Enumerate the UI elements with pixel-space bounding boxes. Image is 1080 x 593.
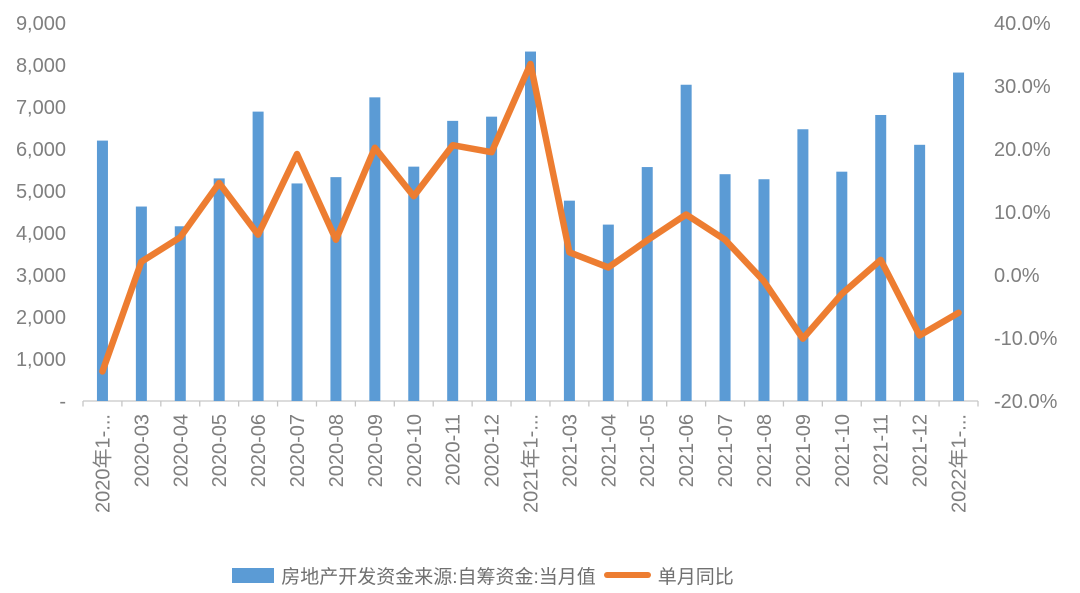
- x-axis-label: 2020-10: [404, 414, 426, 487]
- line-series: [99, 60, 962, 375]
- left-axis-label: 4,000: [16, 223, 66, 245]
- legend: 房地产开发资金来源:自筹资金:当月值 单月同比: [0, 557, 966, 593]
- x-axis-label: 2022年1-...: [948, 414, 971, 513]
- x-axis-label: 2020-03: [131, 414, 153, 487]
- bar-2021-07: [719, 174, 731, 401]
- right-axis-label: 40.0%: [994, 13, 1051, 35]
- x-axis-label: 2020-08: [326, 414, 348, 487]
- legend-bar-label: 房地产开发资金来源:自筹资金:当月值: [281, 566, 596, 588]
- x-axis-label: 2021年1-...: [520, 414, 543, 513]
- bar-2021-09: [797, 129, 809, 401]
- bar-2020-07: [291, 183, 303, 401]
- bar-2020-11: [447, 120, 459, 402]
- legend-line-swatch: [603, 572, 651, 578]
- bar-2020-09: [369, 97, 381, 401]
- bar-2021-12: [914, 144, 926, 402]
- legend-item-bar: 房地产开发资金来源:自筹资金:当月值: [232, 562, 596, 589]
- bar-2021-08: [758, 179, 770, 401]
- x-axis-label: 2021-10: [832, 414, 854, 487]
- x-axis-label: 2021-06: [676, 414, 698, 487]
- right-axis-label: 10.0%: [994, 202, 1051, 224]
- left-axis-label: 5,000: [16, 181, 66, 203]
- x-axis-label: 2020-04: [170, 414, 192, 487]
- right-axis-label: 30.0%: [994, 76, 1051, 98]
- legend-item-line: 单月同比: [603, 562, 734, 589]
- bar-2020-03: [135, 206, 147, 401]
- x-axis-label: 2021-09: [793, 414, 815, 487]
- bar-2021年1-...: [525, 51, 536, 402]
- combo-chart: 9,000 8,000 7,000 6,000 5,000 4,000 3,000 2,000…: [16, 13, 1058, 513]
- left-axis-label: 7,000: [16, 97, 66, 119]
- bar-2020-04: [174, 226, 186, 401]
- x-axis-label: 2020年1-...: [91, 414, 114, 513]
- right-axis-label: 20.0%: [994, 139, 1051, 161]
- x-axis-label: 2021-07: [715, 414, 737, 487]
- legend-line-label: 单月同比: [657, 566, 734, 588]
- left-axis-label: 6,000: [16, 139, 66, 161]
- bar-2022年1-...: [953, 72, 965, 401]
- legend-bar-swatch: [232, 567, 275, 583]
- left-axis-label: -: [59, 391, 66, 413]
- left-axis-label: 8,000: [16, 55, 66, 77]
- bar-2020-06: [252, 111, 264, 402]
- right-axis-label: -20.0%: [994, 391, 1058, 413]
- x-axis-label: 2021-11: [871, 414, 893, 486]
- x-axis-label: 2020-09: [365, 414, 387, 487]
- x-axis-label: 2021-03: [559, 414, 581, 487]
- left-axis-label: 2,000: [16, 307, 66, 329]
- x-axis-label: 2020-06: [248, 414, 270, 487]
- left-axis-label: 3,000: [16, 265, 66, 287]
- right-axis-label: -10.0%: [994, 328, 1058, 350]
- bar-2021-06: [680, 84, 692, 402]
- left-axis-label: 1,000: [16, 349, 66, 371]
- bar-2021-05: [641, 167, 653, 401]
- x-axis-label: 2021-12: [910, 414, 932, 487]
- x-axis-label: 2021-05: [637, 414, 659, 487]
- bar-2021-03: [563, 200, 575, 401]
- x-axis-label: 2020-07: [287, 414, 309, 487]
- x-axis-label: 2021-08: [754, 414, 776, 487]
- x-axis-label: 2020-12: [482, 414, 504, 487]
- bar-2020-10: [408, 166, 420, 401]
- right-axis-label: 0.0%: [994, 265, 1040, 287]
- x-axis-label: 2021-04: [598, 414, 620, 487]
- bar-2021-10: [836, 171, 848, 401]
- x-axis-label: 2020-11: [443, 414, 465, 486]
- x-axis-label: 2020-05: [209, 414, 231, 487]
- left-axis-label: 9,000: [16, 13, 66, 35]
- bar-2021-04: [602, 224, 614, 401]
- bar-2020-12: [486, 116, 498, 401]
- bar-2020-05: [213, 178, 225, 401]
- bar-2020年1-...: [96, 140, 108, 401]
- bar-2020-08: [330, 177, 342, 401]
